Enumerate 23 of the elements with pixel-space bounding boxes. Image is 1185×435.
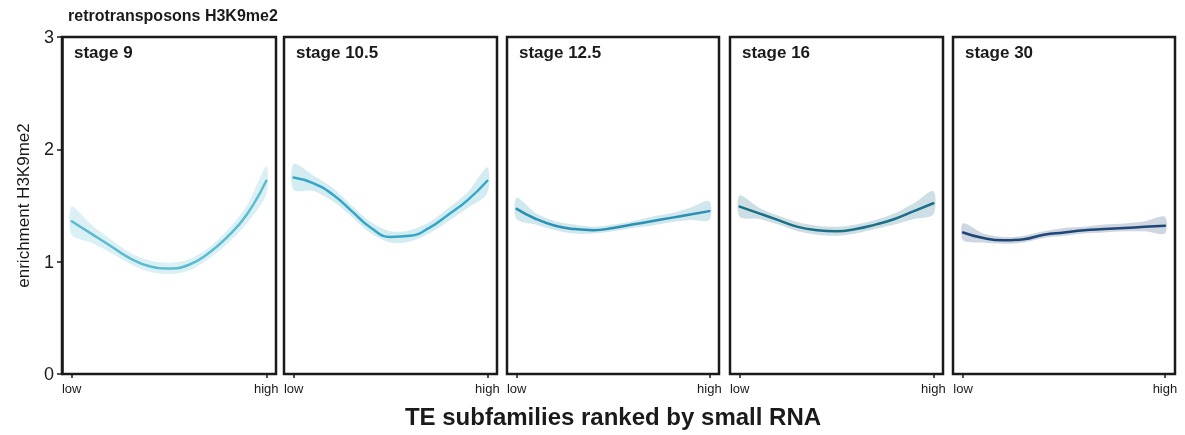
x-tick-label: high [1152,381,1178,396]
line-series [70,179,268,270]
text: retrotransposons H3K9me2 [68,6,278,24]
chart-title: stage 9 [74,43,133,62]
y-tick-label: 1 [43,251,54,272]
chart-title: stage 12.5 [519,43,602,62]
x-tick-label: high [253,381,279,396]
x-tick-label: high [697,381,722,396]
x-tick-label: high [475,381,500,396]
chart-title: stage 30 [965,43,1034,62]
x-tick-label: low [729,381,751,396]
x-tick-label: low [506,381,527,396]
y-tick-label: 0 [43,364,54,384]
x-tick-label: high [921,381,946,396]
y-axis-title: enrichment H3K9me2 [14,123,33,288]
x-axis-title: TE subfamilies ranked by small RNA [404,402,822,430]
x-tick-label: low [61,381,83,396]
y-tick-label: 3 [43,27,54,47]
x-tick-label: low [953,381,974,396]
x-tick-label: low [283,381,305,396]
chart-title: stage 16 [742,43,811,62]
chart-title: stage 10.5 [296,43,379,62]
y-tick-label: 2 [43,139,54,160]
